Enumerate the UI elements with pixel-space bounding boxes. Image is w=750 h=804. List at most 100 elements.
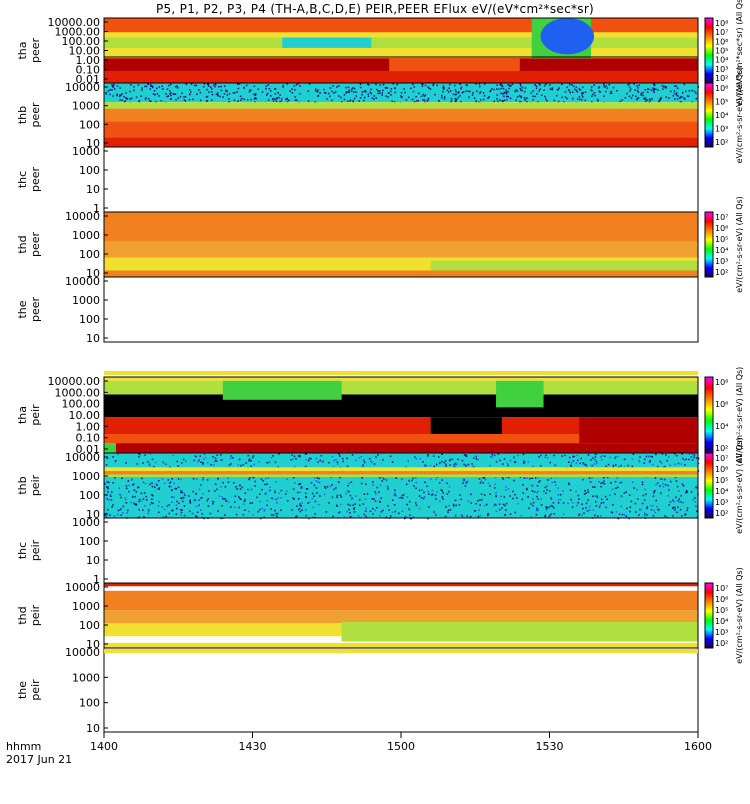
- spectrogram-tha_peer: [104, 18, 698, 83]
- x-tick-label: 1600: [684, 740, 712, 753]
- panel-thc_peer: 1000 100 10 1 thc peer: [16, 145, 699, 215]
- y-tick-label: 10: [86, 332, 100, 345]
- colorbar-tick-label: 10⁶: [715, 400, 728, 409]
- ion-band-strip: [104, 649, 698, 653]
- colorbar-tick-label: 10⁷: [715, 584, 728, 593]
- y-tick-label: 0.10: [76, 432, 101, 445]
- colorbar-tick-label: 10²: [715, 509, 728, 518]
- colorbar-tick-label: 10⁷: [715, 28, 728, 37]
- y-axis-label: thd: [16, 235, 29, 253]
- y-tick-label: 10000: [65, 210, 100, 223]
- y-tick-label: 100: [79, 313, 100, 326]
- y-tick-label: 10: [86, 137, 100, 150]
- colorbar-tick-label: 10³: [715, 65, 728, 74]
- colorbar-tick-label: 10²: [715, 74, 728, 83]
- colorbar-tick-label: 10⁵: [715, 47, 728, 56]
- colorbar-tick-label: 10²: [715, 138, 728, 147]
- y-tick-label: 10000.00: [48, 16, 101, 29]
- y-axis-label: thc: [16, 542, 29, 559]
- y-tick-label: 1000: [72, 294, 100, 307]
- colorbar-tick-label: 10⁵: [715, 476, 728, 485]
- y-tick-label: 100: [79, 164, 100, 177]
- spectrogram-thb_peir: [104, 453, 700, 520]
- y-tick-label: 1: [93, 202, 100, 215]
- panel-the_peir: 10000 1000 100 10 the peir: [16, 646, 699, 735]
- colorbar: [704, 211, 714, 278]
- y-tick-label: 100: [79, 535, 100, 548]
- colorbar-tick-label: 10³: [715, 628, 728, 637]
- colorbar-tick-label: 10²: [715, 444, 728, 453]
- colorbar-tick-label: 10⁴: [715, 111, 728, 120]
- y-tick-label: 10: [86, 183, 100, 196]
- spectrogram-thb_peer: [104, 83, 700, 147]
- colorbar-tick-label: 10⁴: [715, 422, 728, 431]
- colorbar-tick-label: 10⁷: [715, 454, 728, 463]
- colorbar-tick-label: 10⁸: [715, 378, 728, 387]
- y-tick-label: 10000: [65, 646, 100, 659]
- y-tick-label: 0.10: [76, 64, 101, 77]
- y-axis-label: thd: [16, 606, 29, 624]
- y-tick-label: 100: [79, 697, 100, 710]
- y-axis-label: peir: [29, 474, 42, 496]
- colorbar-label: eV/(cm²-s-sr-eV) (All Qs): [735, 67, 744, 164]
- colorbar-tick-label: 10⁴: [715, 56, 728, 65]
- y-tick-label: 100: [79, 489, 100, 502]
- y-tick-label: 100: [79, 248, 100, 261]
- x-tick-label: 1400: [90, 740, 118, 753]
- colorbar-label: eV/(cm²-s-sr-eV) (All Qs): [735, 367, 744, 464]
- y-tick-label: 10.00: [69, 45, 101, 58]
- colorbar-tick-label: 10⁶: [715, 37, 728, 46]
- colorbar: [704, 376, 714, 454]
- y-tick-label: 10000: [65, 275, 100, 288]
- ion-band-strip: [104, 371, 698, 375]
- y-axis-label: thb: [16, 106, 29, 124]
- y-axis-label: peir: [29, 679, 42, 701]
- panel-thd_peer: 10000 1000 100 10 thd peer 10⁷ 10⁶ 10⁵ 10⁴ 10³ 10² e…: [16, 196, 744, 293]
- y-tick-label: 1000: [72, 671, 100, 684]
- colorbar-tick-label: 10⁴: [715, 246, 728, 255]
- y-tick-label: 1000: [72, 516, 100, 529]
- y-tick-label: 10000: [65, 81, 100, 94]
- y-tick-label: 100: [79, 619, 100, 632]
- colorbar-tick-label: 10⁴: [715, 487, 728, 496]
- x-tick-label: 1500: [387, 740, 415, 753]
- y-tick-label: 100.00: [62, 35, 101, 48]
- y-tick-label: 100: [79, 118, 100, 131]
- y-tick-label: 1000.00: [55, 386, 101, 399]
- plot-title: P5, P1, P2, P3, P4 (TH-A,B,C,D,E) PEIR,P…: [155, 2, 595, 16]
- y-axis-label: thb: [16, 476, 29, 494]
- y-tick-label: 0.01: [76, 443, 101, 456]
- y-axis-label: the: [16, 300, 29, 318]
- y-tick-label: 10000: [65, 581, 100, 594]
- y-tick-label: 10000: [65, 451, 100, 464]
- spectrogram-tha_peir: [104, 377, 698, 453]
- panel-the_peer: 10000 1000 100 10 the peer: [16, 275, 699, 345]
- y-tick-label: 1000: [72, 229, 100, 242]
- colorbar: [704, 82, 714, 148]
- colorbar-label: eV/(cm²-s-sr-eV) (All Qs): [735, 196, 744, 293]
- y-tick-label: 1000.00: [55, 26, 101, 39]
- y-axis-label: peer: [29, 232, 42, 258]
- x-tick-label: 1430: [239, 740, 267, 753]
- y-tick-label: 10.00: [69, 409, 101, 422]
- colorbar-tick-label: 10⁶: [715, 465, 728, 474]
- colorbar-label: eV/(eV*cm²*sec*sr) (All Qs): [735, 0, 744, 105]
- x-axis-date-label: 2017 Jun 21: [6, 753, 72, 766]
- colorbar-label: eV/(cm²-s-sr-eV) (All Qs): [735, 437, 744, 534]
- y-axis-label: the: [16, 681, 29, 699]
- y-axis-label: thc: [16, 171, 29, 188]
- y-axis-label: tha: [16, 406, 29, 424]
- colorbar-label: eV/(cm²-s-sr-eV) (All Qs): [735, 567, 744, 664]
- colorbar: [704, 17, 714, 84]
- y-tick-label: 1000: [72, 600, 100, 613]
- colorbar-tick-label: 10³: [715, 257, 728, 266]
- y-tick-label: 1000: [72, 145, 100, 158]
- panel-thc_peir: 1000 100 10 1 thc peir: [16, 516, 699, 586]
- y-axis-label: peer: [29, 38, 42, 64]
- y-tick-label: 0.01: [76, 73, 101, 86]
